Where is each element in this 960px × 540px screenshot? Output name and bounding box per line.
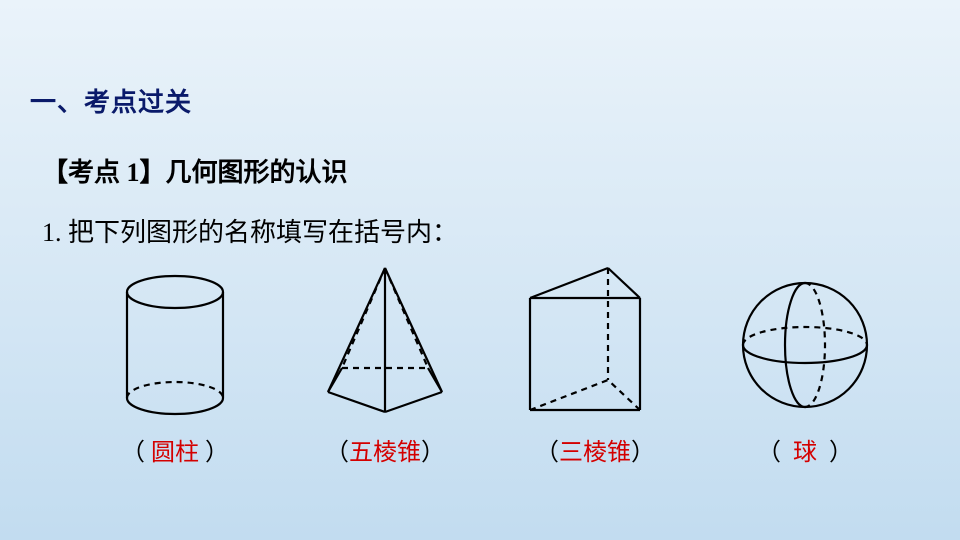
shape-sphere: （ 球 ） — [710, 260, 900, 467]
answer-pentagonal-pyramid: 五棱锥 — [349, 440, 421, 466]
paren-open: （ — [535, 440, 559, 466]
triangular-prism-svg — [510, 260, 680, 420]
answer-sphere: 球 — [793, 440, 817, 466]
paren-close: ） — [631, 440, 655, 466]
sphere-svg — [730, 260, 880, 420]
label-pentagonal-pyramid: （五棱锥） — [325, 432, 445, 467]
answer-triangular-prism: 三棱锥 — [559, 440, 631, 466]
shapes-row: （ 圆柱 ） （五棱锥） — [80, 260, 900, 467]
paren-open: （ — [121, 440, 145, 466]
label-triangular-prism: （三棱锥） — [535, 432, 655, 467]
paren-open: （ — [325, 440, 349, 466]
paren-close: ） — [205, 440, 229, 466]
answer-cylinder: 圆柱 — [151, 440, 199, 466]
label-sphere: （ 球 ） — [757, 432, 853, 467]
section-heading: 一、考点过关 — [30, 82, 192, 119]
topic-heading: 【考点 1】几何图形的认识 — [42, 152, 348, 189]
shape-triangular-prism: （三棱锥） — [500, 260, 690, 467]
question-text: 1. 把下列图形的名称填写在括号内： — [42, 212, 458, 249]
pentagonal-pyramid-svg — [310, 260, 460, 420]
label-cylinder: （ 圆柱 ） — [121, 432, 229, 467]
paren-close: ） — [829, 440, 853, 466]
shape-cylinder: （ 圆柱 ） — [80, 260, 270, 467]
shape-pentagonal-pyramid: （五棱锥） — [290, 260, 480, 467]
paren-open: （ — [757, 440, 781, 466]
paren-close: ） — [421, 440, 445, 466]
cylinder-svg — [110, 260, 240, 420]
